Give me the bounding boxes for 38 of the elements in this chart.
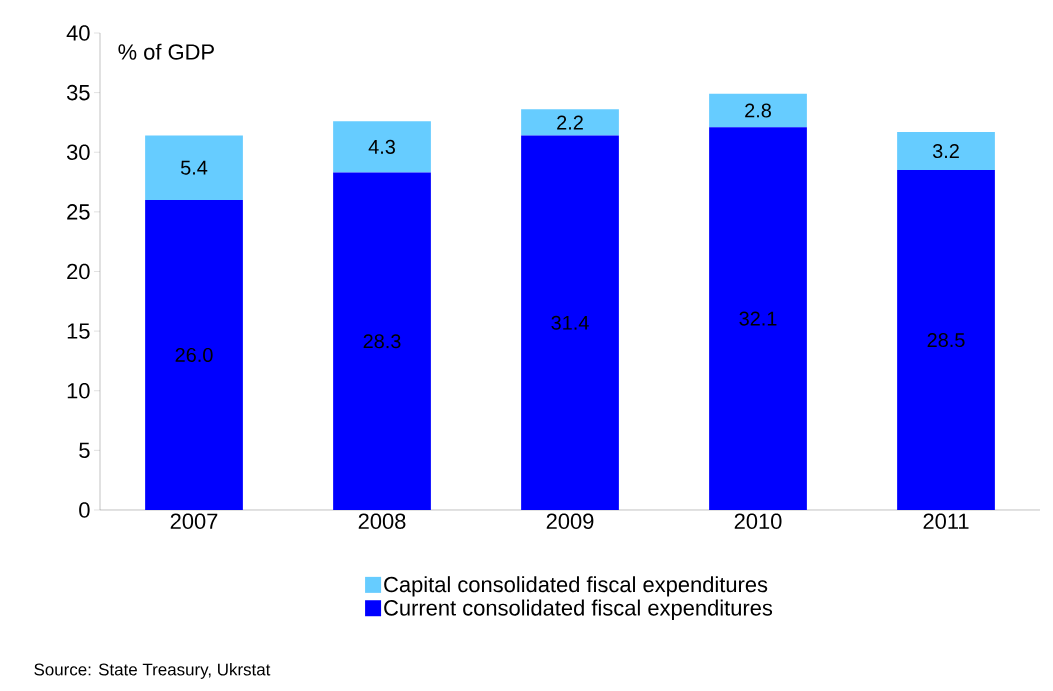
- data-label: 2.8: [745, 103, 771, 118]
- source-note: Source: State Treasury, Ukrstat: [34, 663, 271, 679]
- x-tick-label: 2010: [734, 513, 782, 530]
- x-tick-label: 2007: [170, 513, 218, 530]
- legend-label: Current consolidated fiscal expenditures: [384, 599, 773, 620]
- bar: [709, 127, 807, 510]
- bar: [333, 121, 431, 173]
- bar: [521, 109, 619, 136]
- x-tick-label: 2011: [923, 513, 969, 530]
- y-tick-label: 5: [79, 442, 90, 459]
- y-tick-label: 40: [66, 25, 90, 41]
- data-label: 3.2: [932, 144, 959, 159]
- bar: [145, 199, 243, 510]
- bar: [333, 172, 431, 510]
- y-tick-label: 0: [79, 502, 90, 518]
- y-axis-title: % of GDP: [118, 43, 214, 60]
- y-tick-label: 20: [67, 263, 90, 280]
- x-tick-label: 2008: [358, 513, 406, 530]
- x-tick-label: 2009: [546, 513, 594, 530]
- data-label: 26.0: [175, 347, 213, 363]
- y-tick-label: 15: [67, 323, 90, 339]
- y-tick-label: 10: [67, 382, 90, 399]
- data-label: 28.5: [927, 333, 965, 348]
- y-tick-label: 30: [66, 144, 90, 160]
- data-label: 5.4: [180, 160, 208, 175]
- bar: [897, 131, 995, 171]
- data-label: 4.3: [368, 139, 395, 154]
- bar: [709, 93, 807, 128]
- legend-label: Capital consolidated fiscal expenditures: [384, 576, 768, 597]
- bar: [145, 135, 243, 200]
- data-label: 28.3: [363, 334, 401, 349]
- y-tick-label: 25: [67, 204, 90, 220]
- data-label: 32.1: [739, 311, 777, 326]
- y-tick-label: 35: [66, 84, 90, 101]
- bar: [521, 135, 619, 510]
- bar: [897, 170, 995, 510]
- data-label: 31.4: [551, 315, 589, 330]
- data-label: 2.2: [557, 115, 583, 130]
